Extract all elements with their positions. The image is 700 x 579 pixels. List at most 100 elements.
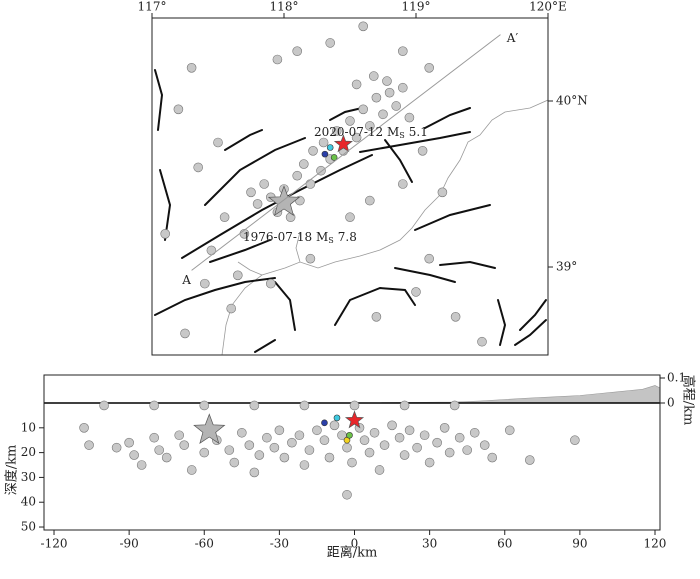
earthquake	[371, 312, 382, 322]
earthquake	[364, 121, 375, 131]
earthquake	[154, 445, 164, 455]
earthquake	[397, 82, 408, 93]
earthquake	[246, 187, 256, 198]
earthquake	[84, 440, 94, 450]
earthquake	[333, 414, 341, 422]
earthquake	[342, 489, 352, 500]
earthquake	[174, 430, 185, 441]
earthquake	[186, 63, 197, 73]
earthquake	[371, 92, 382, 103]
earthquake	[287, 437, 297, 448]
earthquake	[292, 46, 303, 57]
earthquake	[419, 430, 430, 441]
earthquake	[321, 150, 329, 158]
earthquake	[272, 54, 283, 65]
earthquake	[358, 21, 369, 32]
earthquake	[364, 447, 375, 458]
x-tick-label: -30	[270, 537, 289, 551]
x-tick-label: -60	[195, 537, 214, 551]
map-frame	[151, 17, 549, 356]
earthquake	[299, 400, 310, 411]
fault	[154, 277, 276, 316]
map-basemap	[154, 69, 548, 355]
earthquake	[79, 423, 89, 433]
earthquake	[329, 420, 340, 431]
earthquake	[269, 442, 280, 453]
earthquake	[345, 116, 355, 126]
earthquake	[382, 76, 392, 86]
x-tick-label: 118°	[270, 0, 299, 14]
earthquake	[432, 437, 442, 448]
earthquake	[319, 435, 330, 446]
earthquake	[318, 137, 329, 148]
x-tick-label: 119°	[402, 0, 431, 14]
earthquake	[206, 245, 217, 256]
earthquake	[304, 445, 315, 455]
earthquake	[149, 432, 159, 443]
y2-axis-label: 高程/km	[681, 375, 697, 426]
x-tick-label: 117°	[138, 0, 167, 14]
x-tick-label: -120	[41, 537, 68, 551]
earthquake	[219, 212, 230, 223]
y-tick-label: 50	[21, 520, 36, 534]
earthquake	[364, 195, 375, 206]
earthquake	[342, 442, 352, 453]
earthquake	[265, 278, 276, 289]
fault	[154, 69, 164, 131]
earthquake	[397, 179, 408, 189]
earthquake	[374, 465, 385, 475]
earthquake	[249, 400, 260, 411]
event-star	[344, 410, 365, 429]
fault	[394, 267, 456, 283]
event-date: 2020-07-12 M	[314, 125, 399, 139]
y2-tick-label: 0	[667, 396, 675, 410]
earthquake	[330, 154, 338, 161]
earthquake	[449, 400, 460, 411]
earthquake	[412, 442, 422, 453]
earthquake	[437, 187, 448, 198]
y-tick-label: 10	[21, 420, 36, 434]
x-tick-label: 60	[497, 537, 512, 551]
earthquake	[387, 420, 397, 431]
event-star	[193, 413, 226, 445]
elevation-area	[44, 385, 660, 404]
earthquake	[411, 287, 421, 297]
earthquake	[351, 79, 362, 90]
earthquake	[469, 427, 480, 438]
earthquake	[224, 445, 235, 455]
earthquake	[180, 328, 190, 339]
map-marks	[160, 21, 487, 347]
earthquake	[233, 270, 243, 281]
x-tick-label: 90	[572, 537, 587, 551]
earthquake	[424, 253, 435, 264]
event-magnitude: 7.8	[338, 230, 357, 244]
river	[237, 231, 301, 276]
earthquake	[237, 427, 247, 438]
earthquake	[285, 212, 296, 223]
earthquake	[524, 455, 535, 465]
earthquake	[345, 212, 355, 223]
earthquake	[321, 419, 328, 427]
earthquake	[326, 144, 334, 151]
earthquake	[294, 430, 305, 441]
event-label: 1976-07-18 MS 7.8	[243, 230, 357, 246]
profile-end-label: A′	[506, 31, 519, 45]
section-marks	[44, 385, 660, 500]
earthquake	[160, 229, 170, 239]
earthquake	[279, 452, 290, 463]
earthquake	[379, 440, 390, 450]
fault	[254, 339, 276, 353]
earthquake	[504, 425, 515, 436]
earthquake	[404, 112, 415, 123]
profile-start-label: A	[181, 273, 191, 287]
earthquake	[325, 38, 336, 48]
earthquake	[462, 445, 472, 455]
x-tick-label: 120°E	[529, 0, 567, 14]
earthquake	[349, 400, 360, 411]
earthquake	[351, 132, 362, 143]
earthquake	[391, 101, 402, 111]
earthquake	[298, 159, 309, 169]
earthquake	[274, 425, 285, 436]
earthquake	[111, 442, 122, 453]
